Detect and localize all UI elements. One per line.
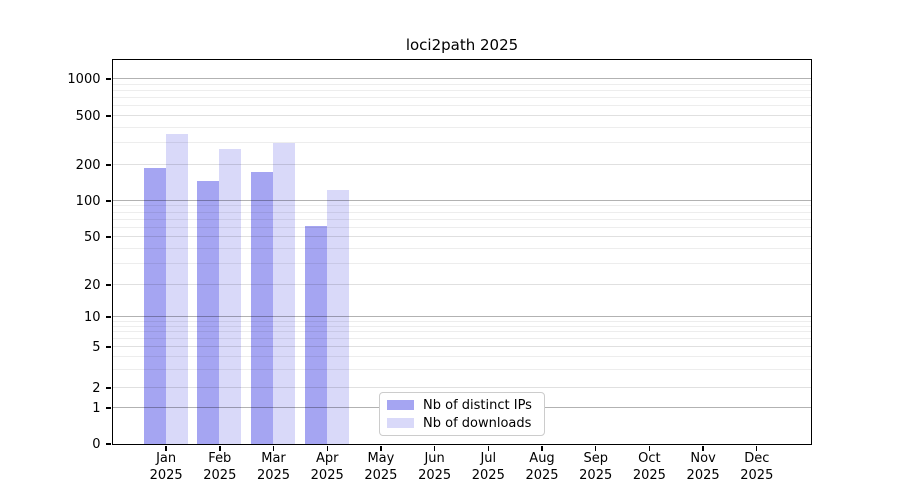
- y-tick-label-20: 20: [83, 277, 101, 293]
- x-tick-label-may: May 2025: [364, 451, 398, 483]
- gridline-y-20: [113, 284, 811, 285]
- y-tick-100: [105, 200, 111, 202]
- gridline-y-7: [113, 331, 811, 333]
- gridline-y-90: [113, 205, 811, 207]
- y-tick-2: [105, 387, 111, 389]
- x-tick-jul: [487, 445, 489, 451]
- gridline-y-5: [113, 346, 811, 347]
- x-tick-label-oct: Oct 2025: [632, 451, 666, 483]
- gridline-y-300: [113, 142, 811, 144]
- plot-area: [112, 59, 812, 445]
- x-tick-nov: [702, 445, 704, 451]
- x-tick-may: [380, 445, 382, 451]
- y-tick-label-5: 5: [92, 339, 101, 355]
- bar-feb-distinct-ips: [197, 181, 220, 444]
- y-tick-1000: [105, 78, 111, 80]
- legend-label: Nb of downloads: [423, 415, 532, 431]
- gridline-y-70: [113, 218, 811, 220]
- x-tick-label-jun: Jun 2025: [418, 451, 452, 483]
- x-tick-aug: [541, 445, 543, 451]
- x-tick-feb: [219, 445, 221, 451]
- legend-swatch-distinct-ips-icon: [387, 400, 414, 410]
- gridline-y-900: [113, 83, 811, 85]
- gridline-y-30: [113, 262, 811, 264]
- y-tick-1: [105, 407, 111, 409]
- bar-apr-distinct-ips: [304, 225, 327, 444]
- y-tick-20: [105, 284, 111, 286]
- x-tick-label-aug: Aug 2025: [525, 451, 559, 483]
- y-tick-500: [105, 115, 111, 117]
- gridline-y-500: [113, 115, 811, 116]
- y-tick-label-50: 50: [83, 229, 101, 245]
- legend-swatch-downloads-icon: [387, 418, 414, 428]
- y-tick-label-10: 10: [83, 309, 101, 325]
- x-tick-dec: [756, 445, 758, 451]
- gridline-y-800: [113, 89, 811, 91]
- y-tick-0: [105, 443, 111, 445]
- gridline-y-1000: [113, 78, 811, 79]
- gridline-y-3: [113, 368, 811, 370]
- x-tick-oct: [648, 445, 651, 451]
- gridline-y-50: [113, 236, 811, 237]
- x-tick-jun: [433, 445, 436, 451]
- x-tick-jan: [165, 445, 167, 451]
- y-tick-200: [105, 164, 111, 166]
- gridline-y-400: [113, 126, 811, 128]
- x-tick-label-feb: Feb 2025: [203, 451, 237, 483]
- x-tick-label-dec: Dec 2025: [740, 451, 774, 483]
- y-tick-50: [105, 236, 111, 238]
- bar-mar-distinct-ips: [251, 171, 274, 444]
- x-tick-label-jul: Jul 2025: [471, 451, 505, 483]
- gridline-y-10: [113, 316, 811, 317]
- y-tick-label-100: 100: [75, 193, 101, 209]
- gridline-y-100: [113, 200, 811, 201]
- gridline-y-6: [113, 338, 811, 340]
- gridline-y-40: [113, 247, 811, 249]
- bar-apr-downloads: [326, 189, 349, 444]
- gridline-y-9: [113, 320, 811, 322]
- x-tick-label-apr: Apr 2025: [310, 451, 344, 483]
- legend-item-distinct-ips: Nb of distinct IPs: [387, 398, 544, 413]
- y-tick-label-200: 200: [75, 157, 101, 173]
- legend-item-downloads: Nb of downloads: [387, 416, 544, 431]
- chart-title: loci2path 2025: [405, 36, 519, 54]
- x-tick-label-sep: Sep 2025: [579, 451, 613, 483]
- gridline-y-2: [113, 387, 811, 388]
- bar-feb-downloads: [219, 148, 242, 444]
- gridline-y-80: [113, 211, 811, 213]
- x-tick-apr: [326, 445, 328, 451]
- legend: Nb of distinct IPs Nb of downloads: [379, 392, 545, 436]
- y-tick-label-0: 0: [92, 436, 101, 452]
- x-tick-label-jan: Jan 2025: [149, 451, 183, 483]
- x-tick-sep: [595, 445, 597, 451]
- legend-label: Nb of distinct IPs: [423, 397, 532, 413]
- y-tick-5: [105, 346, 111, 348]
- gridline-y-8: [113, 325, 811, 327]
- y-tick-label-1: 1: [92, 400, 101, 416]
- gridline-y-4: [113, 356, 811, 357]
- y-tick-label-2: 2: [92, 380, 101, 396]
- y-tick-10: [105, 316, 111, 318]
- x-tick-mar: [272, 445, 275, 451]
- bar-jan-distinct-ips: [143, 167, 166, 444]
- gridline-y-700: [113, 97, 811, 99]
- gridline-y-600: [113, 105, 811, 107]
- x-tick-label-mar: Mar 2025: [256, 451, 291, 483]
- gridline-y-60: [113, 226, 811, 228]
- bar-jan-downloads: [165, 134, 188, 444]
- y-tick-label-500: 500: [75, 108, 101, 124]
- x-tick-label-nov: Nov 2025: [686, 451, 720, 483]
- plot-inner: [113, 60, 811, 444]
- bar-mar-downloads: [273, 142, 296, 444]
- gridline-y-200: [113, 164, 811, 165]
- y-tick-label-1000: 1000: [67, 71, 101, 87]
